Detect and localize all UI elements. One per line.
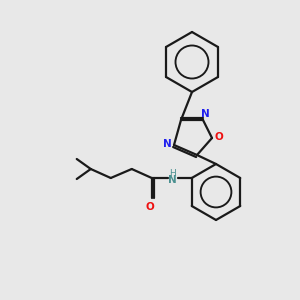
Text: H: H <box>169 169 176 178</box>
Text: N: N <box>201 109 209 119</box>
Text: O: O <box>214 132 224 142</box>
Text: O: O <box>146 202 154 212</box>
Text: N: N <box>168 175 177 185</box>
Text: N: N <box>163 139 171 149</box>
